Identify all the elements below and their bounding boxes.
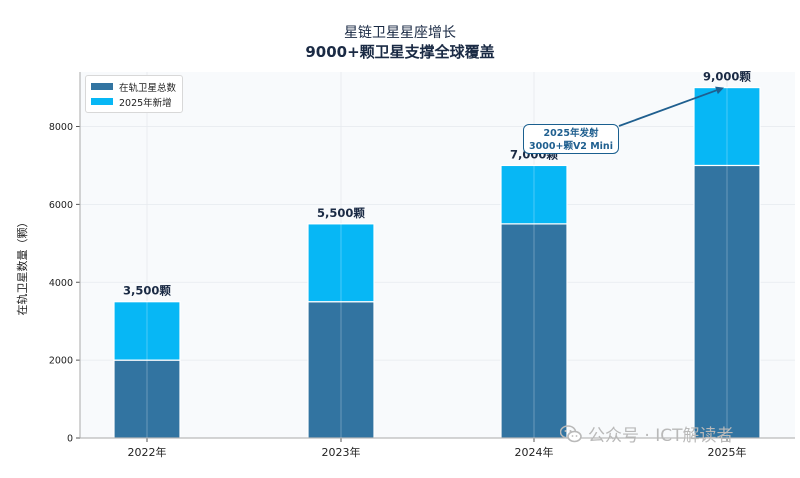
bar-new-3 bbox=[693, 86, 761, 167]
annotation-box: 2025年发射 3000+颗V2 Mini bbox=[523, 124, 619, 154]
bar-total-2 bbox=[500, 223, 568, 439]
bar-total-3 bbox=[693, 164, 761, 439]
y-tick-label-4: 8000 bbox=[49, 122, 73, 133]
total-label-1: 5,500颗 bbox=[317, 206, 365, 220]
annotation-line1: 2025年发射 bbox=[543, 128, 599, 139]
annotation-line2: 3000+颗V2 Mini bbox=[529, 141, 613, 152]
x-tick-label-0: 2022年 bbox=[128, 445, 167, 459]
x-ticks: 2022年 2023年 2024年 2025年 bbox=[128, 438, 747, 459]
bar-total-0 bbox=[113, 359, 181, 439]
x-tick-label-1: 2023年 bbox=[322, 445, 361, 459]
total-label-0: 3,500颗 bbox=[123, 284, 171, 298]
total-label-3: 9,000颗 bbox=[703, 70, 751, 84]
y-tick-label-0: 0 bbox=[67, 434, 73, 445]
bar-new-1 bbox=[307, 223, 375, 303]
y-axis-label: 在轨卫星数量（颗） bbox=[16, 216, 29, 316]
legend-swatch-total bbox=[91, 83, 113, 90]
x-tick-label-2: 2024年 bbox=[515, 445, 554, 459]
legend: 在轨卫星总数 2025年新增 bbox=[85, 75, 184, 113]
bars bbox=[113, 86, 761, 439]
legend-label-total: 在轨卫星总数 bbox=[119, 82, 177, 94]
chart-subtitle: 9000+颗卫星支撑全球覆盖 bbox=[305, 43, 495, 61]
chart-title: 星链卫星星座增长 bbox=[344, 25, 456, 41]
watermark-text: 公众号 · ICT解读者 bbox=[588, 426, 734, 446]
bar-new-2 bbox=[500, 164, 568, 225]
legend-item-new: 2025年新增 bbox=[91, 94, 176, 109]
wechat-icon bbox=[560, 424, 582, 442]
y-tick-label-2: 4000 bbox=[49, 278, 73, 289]
annotation-arrowhead bbox=[715, 86, 724, 95]
x-tick-label-3: 2025年 bbox=[708, 445, 747, 459]
legend-item-total: 在轨卫星总数 bbox=[91, 79, 176, 94]
annotation-arrow bbox=[618, 89, 717, 127]
y-tick-label-1: 2000 bbox=[49, 356, 73, 367]
legend-label-new: 2025年新增 bbox=[119, 97, 172, 109]
watermark: 公众号 · ICT解读者 bbox=[560, 421, 733, 446]
plot-background bbox=[80, 72, 795, 438]
y-tick-label-3: 6000 bbox=[49, 200, 73, 211]
y-ticks: 0 2000 4000 6000 8000 bbox=[49, 122, 80, 445]
legend-swatch-new bbox=[91, 98, 113, 105]
bar-new-0 bbox=[113, 301, 181, 361]
